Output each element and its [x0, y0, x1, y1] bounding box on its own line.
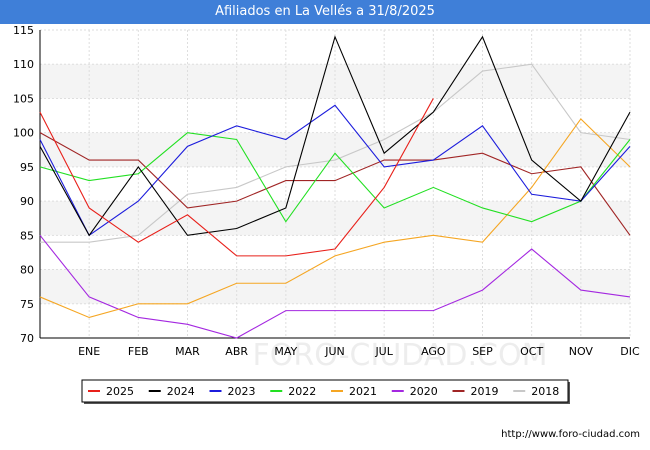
series-line-2023	[39, 104, 631, 237]
legend-label-2019: 2019	[471, 385, 499, 398]
series-line-2018	[40, 63, 631, 243]
y-tick-label: 80	[20, 264, 34, 277]
x-tick-label: JUN	[324, 345, 345, 358]
x-tick-label: SEP	[472, 345, 493, 358]
y-tick-label: 70	[20, 332, 34, 345]
legend-label-2024: 2024	[167, 385, 195, 398]
y-tick-label: 105	[13, 92, 34, 105]
source-credit: http://www.foro-ciudad.com	[501, 429, 640, 440]
legend-box	[81, 379, 569, 403]
y-tick-label: 110	[13, 58, 34, 71]
legend-label-2023: 2023	[228, 385, 256, 398]
x-tick-label: MAR	[175, 345, 200, 358]
y-tick-label: 115	[13, 24, 34, 37]
chart-title: Afiliados en La Vellés a 31/8/2025	[0, 0, 650, 24]
legend-label-2022: 2022	[288, 385, 316, 398]
plot-band	[40, 64, 630, 99]
series-line-2019	[39, 132, 631, 236]
series-line-2024	[39, 35, 631, 237]
x-tick-label: FEB	[128, 345, 149, 358]
x-tick-label: DIC	[620, 345, 640, 358]
x-tick-label: OCT	[520, 345, 543, 358]
plot-band	[40, 132, 630, 167]
axes: 70 75 80 85 90 95 100 105 110 115 ENE FEB MAR ABR MAY J…	[13, 24, 640, 358]
legend: 2025 2024 2023 2022 2021 2020 2019 2018	[81, 379, 570, 404]
y-tick-label: 95	[20, 161, 34, 174]
watermark: FORO-CIUDAD.COM	[253, 338, 548, 373]
series-line-2025	[39, 98, 434, 257]
x-tick-label: NOV	[569, 345, 594, 358]
series-line-2022	[39, 132, 631, 223]
legend-label-2018: 2018	[531, 385, 559, 398]
series-lines	[39, 35, 631, 339]
series-line-2020	[39, 234, 631, 339]
grid-lines	[40, 29, 631, 339]
y-tick-label: 75	[20, 298, 34, 311]
legend-label-2025: 2025	[106, 385, 134, 398]
legend-label-2021: 2021	[349, 385, 377, 398]
x-tick-label: AGO	[421, 345, 446, 358]
legend-label-2020: 2020	[410, 385, 438, 398]
x-tick-label: ABR	[225, 345, 248, 358]
y-tick-label: 85	[20, 229, 34, 242]
x-tick-label: JUL	[374, 345, 393, 358]
x-tick-label: MAY	[274, 345, 297, 358]
x-tick-label: ENE	[78, 345, 100, 358]
y-tick-label: 90	[20, 195, 34, 208]
series-line-2021	[39, 118, 631, 319]
y-tick-label: 100	[13, 127, 34, 140]
